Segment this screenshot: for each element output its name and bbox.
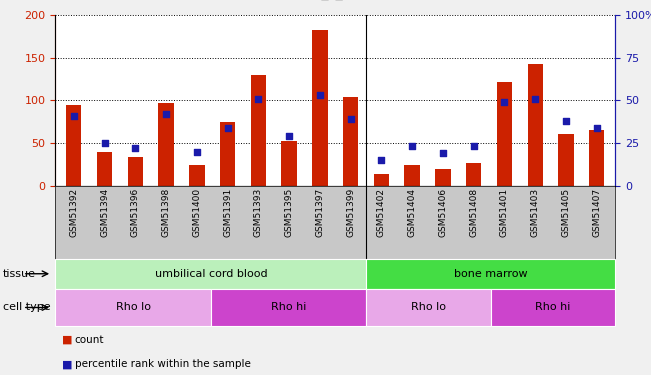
Text: GSM51394: GSM51394 xyxy=(100,188,109,237)
Bar xyxy=(491,289,615,326)
Point xyxy=(376,157,387,163)
Bar xyxy=(466,163,481,186)
Point xyxy=(284,133,294,139)
Text: GSM51405: GSM51405 xyxy=(561,188,570,237)
Text: GSM51397: GSM51397 xyxy=(315,188,324,237)
Point xyxy=(437,150,448,156)
Point xyxy=(314,92,325,98)
Bar xyxy=(55,289,211,326)
Point xyxy=(530,96,540,102)
Bar xyxy=(527,64,543,186)
Point xyxy=(68,112,79,118)
Text: Rho hi: Rho hi xyxy=(535,303,571,312)
Text: GSM51402: GSM51402 xyxy=(377,188,386,237)
Text: GSM51404: GSM51404 xyxy=(408,188,417,237)
Point xyxy=(130,145,141,151)
Text: GSM51393: GSM51393 xyxy=(254,188,263,237)
Bar xyxy=(66,105,81,186)
Point xyxy=(499,99,510,105)
Text: Rho lo: Rho lo xyxy=(116,303,150,312)
Bar xyxy=(367,259,615,289)
Point xyxy=(253,96,264,102)
Text: tissue: tissue xyxy=(3,269,36,279)
Bar xyxy=(367,289,491,326)
Bar xyxy=(589,130,604,186)
Bar xyxy=(189,165,204,186)
Bar xyxy=(158,103,174,186)
Text: GSM51403: GSM51403 xyxy=(531,188,540,237)
Point xyxy=(191,148,202,154)
Text: GSM51398: GSM51398 xyxy=(161,188,171,237)
Text: ■: ■ xyxy=(62,335,72,345)
Text: cell type: cell type xyxy=(3,303,50,312)
Text: GSM51395: GSM51395 xyxy=(284,188,294,237)
Text: GSM51406: GSM51406 xyxy=(438,188,447,237)
Text: Rho lo: Rho lo xyxy=(411,303,446,312)
Text: GSM51391: GSM51391 xyxy=(223,188,232,237)
Point xyxy=(100,140,110,146)
Text: GSM51396: GSM51396 xyxy=(131,188,140,237)
Bar xyxy=(281,141,297,186)
Text: bone marrow: bone marrow xyxy=(454,269,527,279)
Bar xyxy=(312,30,327,186)
Bar xyxy=(251,75,266,186)
Point xyxy=(346,116,356,122)
Bar xyxy=(374,174,389,186)
Bar xyxy=(128,157,143,186)
Text: GSM51392: GSM51392 xyxy=(69,188,78,237)
Point xyxy=(561,118,571,124)
Text: Rho hi: Rho hi xyxy=(271,303,307,312)
Point xyxy=(161,111,171,117)
Bar xyxy=(97,152,112,186)
Bar xyxy=(497,81,512,186)
Bar xyxy=(559,135,574,186)
Text: GSM51401: GSM51401 xyxy=(500,188,509,237)
Text: GSM51408: GSM51408 xyxy=(469,188,478,237)
Text: percentile rank within the sample: percentile rank within the sample xyxy=(75,359,251,369)
Text: count: count xyxy=(75,335,104,345)
Bar xyxy=(404,165,420,186)
Bar xyxy=(211,289,367,326)
Text: ■: ■ xyxy=(62,359,72,369)
Bar xyxy=(436,170,450,186)
Point xyxy=(223,124,233,130)
Text: GSM51400: GSM51400 xyxy=(192,188,201,237)
Bar xyxy=(220,122,235,186)
Text: GSM51407: GSM51407 xyxy=(592,188,602,237)
Point xyxy=(592,124,602,130)
Bar xyxy=(55,259,367,289)
Text: umbilical cord blood: umbilical cord blood xyxy=(154,269,267,279)
Bar xyxy=(343,97,358,186)
Point xyxy=(407,143,417,149)
Point xyxy=(469,143,479,149)
Text: GSM51399: GSM51399 xyxy=(346,188,355,237)
